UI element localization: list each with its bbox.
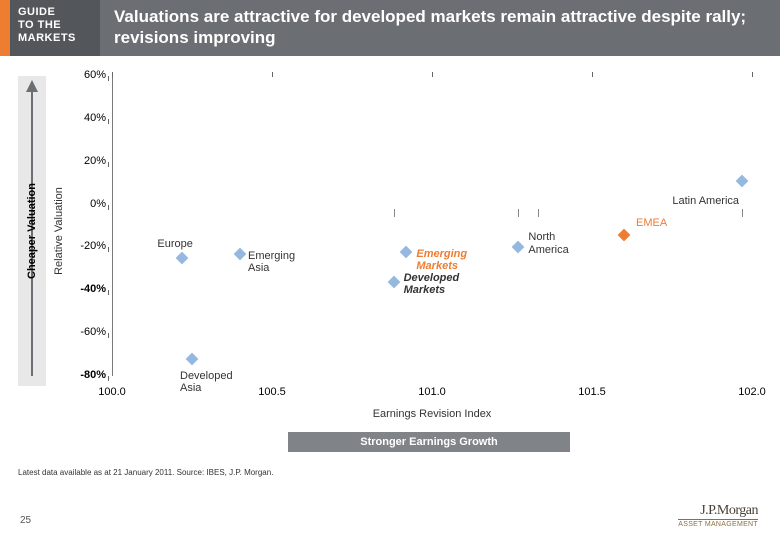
y-tick-mark [108,205,109,210]
x-tick-label: 101.0 [418,386,446,398]
y-tick-label: -40% [66,283,106,295]
x-tick-label: 101.5 [578,386,606,398]
scatter-plot: Earnings Revision Index -80%-60%-40%-20%… [112,76,752,376]
y-axis-label: Relative Valuation [53,187,65,275]
data-point [736,175,749,188]
guide-line-2: TO THE [18,19,90,32]
stronger-growth-box: Stronger Earnings Growth [288,432,570,452]
y-tick-mark [108,376,109,381]
y-tick-mark [108,247,109,252]
y-axis-line [112,76,113,376]
x-tick-mark [592,72,593,77]
data-point-label: DevelopedMarkets [404,272,460,297]
y-tick-mark [108,119,109,124]
x-tick-mark [752,72,753,77]
slide-title: Valuations are attractive for developed … [100,0,780,56]
y-tick-label: 0% [66,198,106,210]
y-tick-mark [108,76,109,81]
logo-brand: J.P.Morgan [678,503,758,519]
y-tick-label: 60% [66,69,106,81]
chart-area: Cheaper Valuation Relative Valuation Ear… [18,76,762,421]
x-tick-label: 102.0 [738,386,766,398]
x-tick-mark [272,72,273,77]
y-outer-label: Cheaper Valuation [26,183,38,279]
y-tick-mark [108,333,109,338]
data-point-label: EMEA [636,217,667,230]
guide-line-3: MARKETS [18,32,90,45]
y-tick-label: -80% [66,369,106,381]
slide-number: 25 [20,515,31,526]
y-tick-label: 20% [66,155,106,167]
data-point [387,275,400,288]
slide-header: GUIDE TO THE MARKETS Valuations are attr… [0,0,780,56]
guide-box: GUIDE TO THE MARKETS [0,0,100,56]
y-tick-label: 40% [66,112,106,124]
data-point-label: EmergingMarkets [416,248,467,273]
data-point [618,228,631,241]
data-point-label: Latin America [672,195,739,208]
y-tick-mark [108,162,109,167]
x-axis-label: Earnings Revision Index [112,408,752,420]
x-tick-mark [112,72,113,77]
x-tick-label: 100.0 [98,386,126,398]
data-point [186,352,199,365]
minor-tick [518,209,519,217]
x-tick-mark [432,72,433,77]
minor-tick [538,209,539,217]
y-tick-mark [108,290,109,295]
data-point [176,252,189,265]
jpmorgan-logo: J.P.Morgan ASSET MANAGEMENT [678,503,758,528]
minor-tick [742,209,743,217]
data-point-label: NorthAmerica [528,231,568,256]
data-point-label: DevelopedAsia [180,370,233,395]
guide-line-1: GUIDE [18,6,90,19]
y-tick-label: -60% [66,326,106,338]
x-tick-label: 100.5 [258,386,286,398]
data-point [400,245,413,258]
minor-tick [394,209,395,217]
source-footnote: Latest data available as at 21 January 2… [18,468,273,477]
data-point-label: EmergingAsia [248,250,295,275]
data-point [234,247,247,260]
y-tick-label: -20% [66,240,106,252]
logo-sub: ASSET MANAGEMENT [678,519,758,528]
y-outer-label-box: Cheaper Valuation [18,76,46,386]
data-point-label: Europe [157,238,192,251]
data-point [512,241,525,254]
